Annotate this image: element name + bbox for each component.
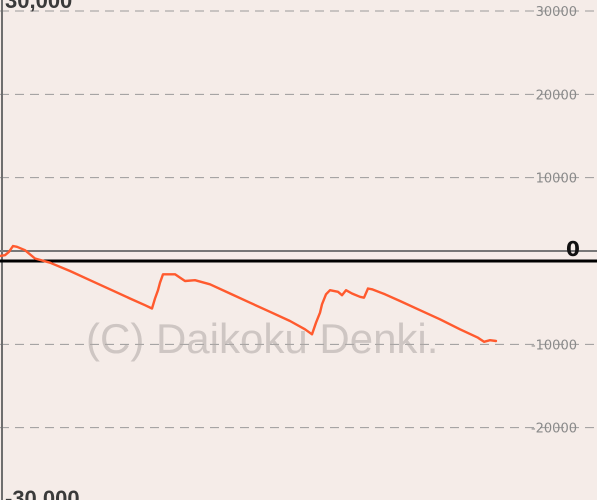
grid-lines [0,10,597,429]
y-tick-label: 20000 [536,88,577,103]
y-tick-label: 30000 [536,5,577,20]
right-tick-labels: 30000 20000 10000 -10000 -20000 [531,5,577,437]
y-tick-label: -10000 [531,338,577,353]
watermark: (C) Daikoku Denki. [86,315,438,362]
y-max-label: 30,000 [5,0,72,13]
y-min-label: -30,000 [5,486,80,500]
y-tick-label: 10000 [536,172,577,187]
series-line [0,244,498,343]
y-tick-label: -20000 [531,422,577,437]
zero-label: 0 [566,237,580,261]
